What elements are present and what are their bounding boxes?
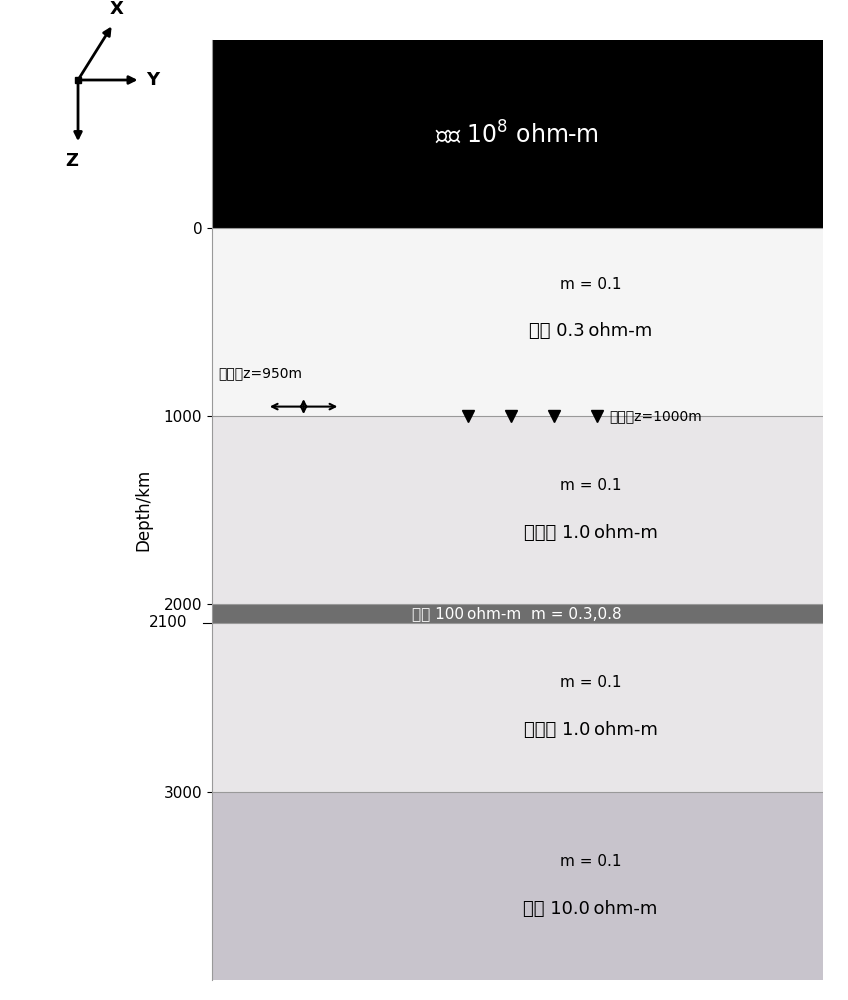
Bar [212, 604, 823, 623]
Text: 2100: 2100 [149, 615, 187, 630]
Y-axis label: Depth/km: Depth/km [135, 469, 153, 551]
Text: X: X [110, 0, 124, 18]
Bar [212, 792, 823, 980]
Text: Y: Y [147, 71, 159, 89]
Text: 海水 0.3 ohm-m: 海水 0.3 ohm-m [529, 322, 652, 340]
Text: 沉积层 1.0 ohm-m: 沉积层 1.0 ohm-m [523, 524, 657, 542]
Text: 沉积层 1.0 ohm-m: 沉积层 1.0 ohm-m [523, 721, 657, 739]
Text: Z: Z [66, 152, 79, 170]
Text: 基底 10.0 ohm-m: 基底 10.0 ohm-m [523, 900, 658, 918]
Text: 接收点z=1000m: 接收点z=1000m [609, 409, 701, 423]
Text: m = 0.1: m = 0.1 [560, 277, 622, 292]
Bar [212, 40, 823, 228]
Text: m = 0.1: m = 0.1 [560, 675, 622, 690]
Text: 发射点z=950m: 发射点z=950m [218, 366, 302, 380]
Text: m = 0.1: m = 0.1 [560, 478, 622, 493]
Bar [212, 623, 823, 792]
Text: m = 0.1: m = 0.1 [560, 854, 622, 869]
Text: 储层 100 ohm-m  m = 0.3,0.8: 储层 100 ohm-m m = 0.3,0.8 [412, 606, 622, 621]
Bar [212, 228, 823, 416]
Text: 空气 $\mathdefault{10^8}$ ohm-m: 空气 $\mathdefault{10^8}$ ohm-m [435, 120, 600, 148]
Bar [212, 416, 823, 604]
